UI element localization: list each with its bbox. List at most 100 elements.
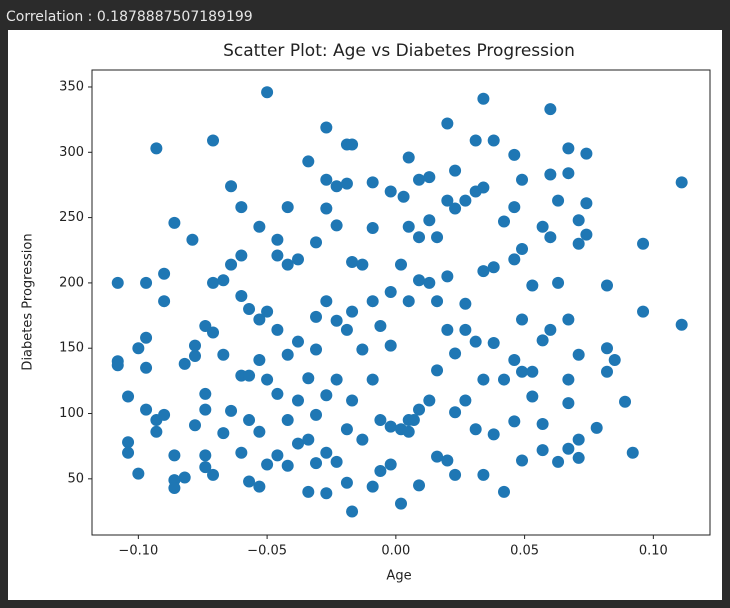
point xyxy=(271,233,284,246)
point xyxy=(459,194,472,207)
point xyxy=(310,343,323,356)
point xyxy=(253,313,266,326)
point xyxy=(477,181,490,194)
point xyxy=(516,173,529,186)
point xyxy=(292,394,304,407)
y-tick-label: 200 xyxy=(59,275,84,290)
point xyxy=(402,151,415,164)
point xyxy=(402,295,415,308)
point xyxy=(469,335,482,348)
point xyxy=(516,454,529,467)
point xyxy=(402,220,415,233)
point xyxy=(459,297,472,310)
point xyxy=(366,373,379,386)
y-tick-label: 250 xyxy=(59,210,84,225)
point xyxy=(601,365,613,378)
point xyxy=(178,471,191,484)
point xyxy=(346,305,359,318)
point xyxy=(271,323,284,336)
point xyxy=(320,487,333,500)
point xyxy=(498,215,510,228)
point xyxy=(572,451,585,464)
point xyxy=(402,425,415,438)
point xyxy=(487,336,500,349)
point xyxy=(459,323,472,336)
chart-title: Scatter Plot: Age vs Diabetes Progressio… xyxy=(223,41,575,61)
point xyxy=(384,286,397,299)
point xyxy=(413,274,426,287)
point xyxy=(459,394,472,407)
point xyxy=(330,373,343,386)
point xyxy=(413,173,426,186)
point xyxy=(235,201,248,214)
point xyxy=(626,446,639,459)
point xyxy=(544,231,557,244)
point xyxy=(111,276,124,289)
point xyxy=(243,475,256,488)
point xyxy=(292,335,304,348)
point xyxy=(384,339,397,352)
point xyxy=(449,406,462,419)
point xyxy=(207,326,220,339)
point xyxy=(536,444,549,457)
point xyxy=(207,134,220,147)
point xyxy=(140,276,153,289)
point xyxy=(366,176,379,189)
point xyxy=(346,394,359,407)
point xyxy=(122,436,135,449)
point xyxy=(320,389,333,402)
y-tick-label: 50 xyxy=(67,471,84,486)
point xyxy=(199,387,212,400)
point xyxy=(572,433,585,446)
point xyxy=(374,320,387,333)
point xyxy=(477,92,490,105)
point xyxy=(302,372,315,385)
point xyxy=(395,497,407,510)
point xyxy=(261,458,274,471)
point xyxy=(552,455,565,468)
point xyxy=(356,433,369,446)
point xyxy=(186,233,199,246)
point xyxy=(477,373,490,386)
point xyxy=(441,270,454,283)
point xyxy=(637,305,650,318)
figure-background xyxy=(8,30,722,600)
point xyxy=(601,342,613,355)
point xyxy=(608,353,621,366)
point xyxy=(199,403,212,416)
point xyxy=(449,164,462,177)
point xyxy=(292,437,304,450)
point xyxy=(140,403,153,416)
point xyxy=(498,373,510,386)
point xyxy=(302,485,315,498)
point xyxy=(253,425,266,438)
point xyxy=(675,176,688,189)
point xyxy=(580,147,593,160)
point xyxy=(189,339,201,352)
point xyxy=(140,331,153,344)
point xyxy=(374,464,387,477)
point xyxy=(271,449,284,462)
point xyxy=(281,258,294,271)
point xyxy=(431,231,444,244)
point xyxy=(552,194,565,207)
point xyxy=(413,231,426,244)
point xyxy=(122,390,135,403)
point xyxy=(281,414,294,427)
point xyxy=(310,408,323,421)
point xyxy=(292,253,304,266)
point xyxy=(132,467,145,480)
point xyxy=(346,256,359,269)
point xyxy=(281,459,294,472)
cell-output: Correlation : 0.1878887507189199 xyxy=(6,9,253,25)
point xyxy=(150,425,163,438)
point xyxy=(158,267,171,280)
axes-frame xyxy=(91,69,711,536)
point xyxy=(261,86,274,99)
point xyxy=(508,415,521,428)
point xyxy=(601,279,613,292)
point xyxy=(189,350,201,363)
point xyxy=(320,446,333,459)
point xyxy=(423,394,436,407)
point xyxy=(516,242,529,255)
